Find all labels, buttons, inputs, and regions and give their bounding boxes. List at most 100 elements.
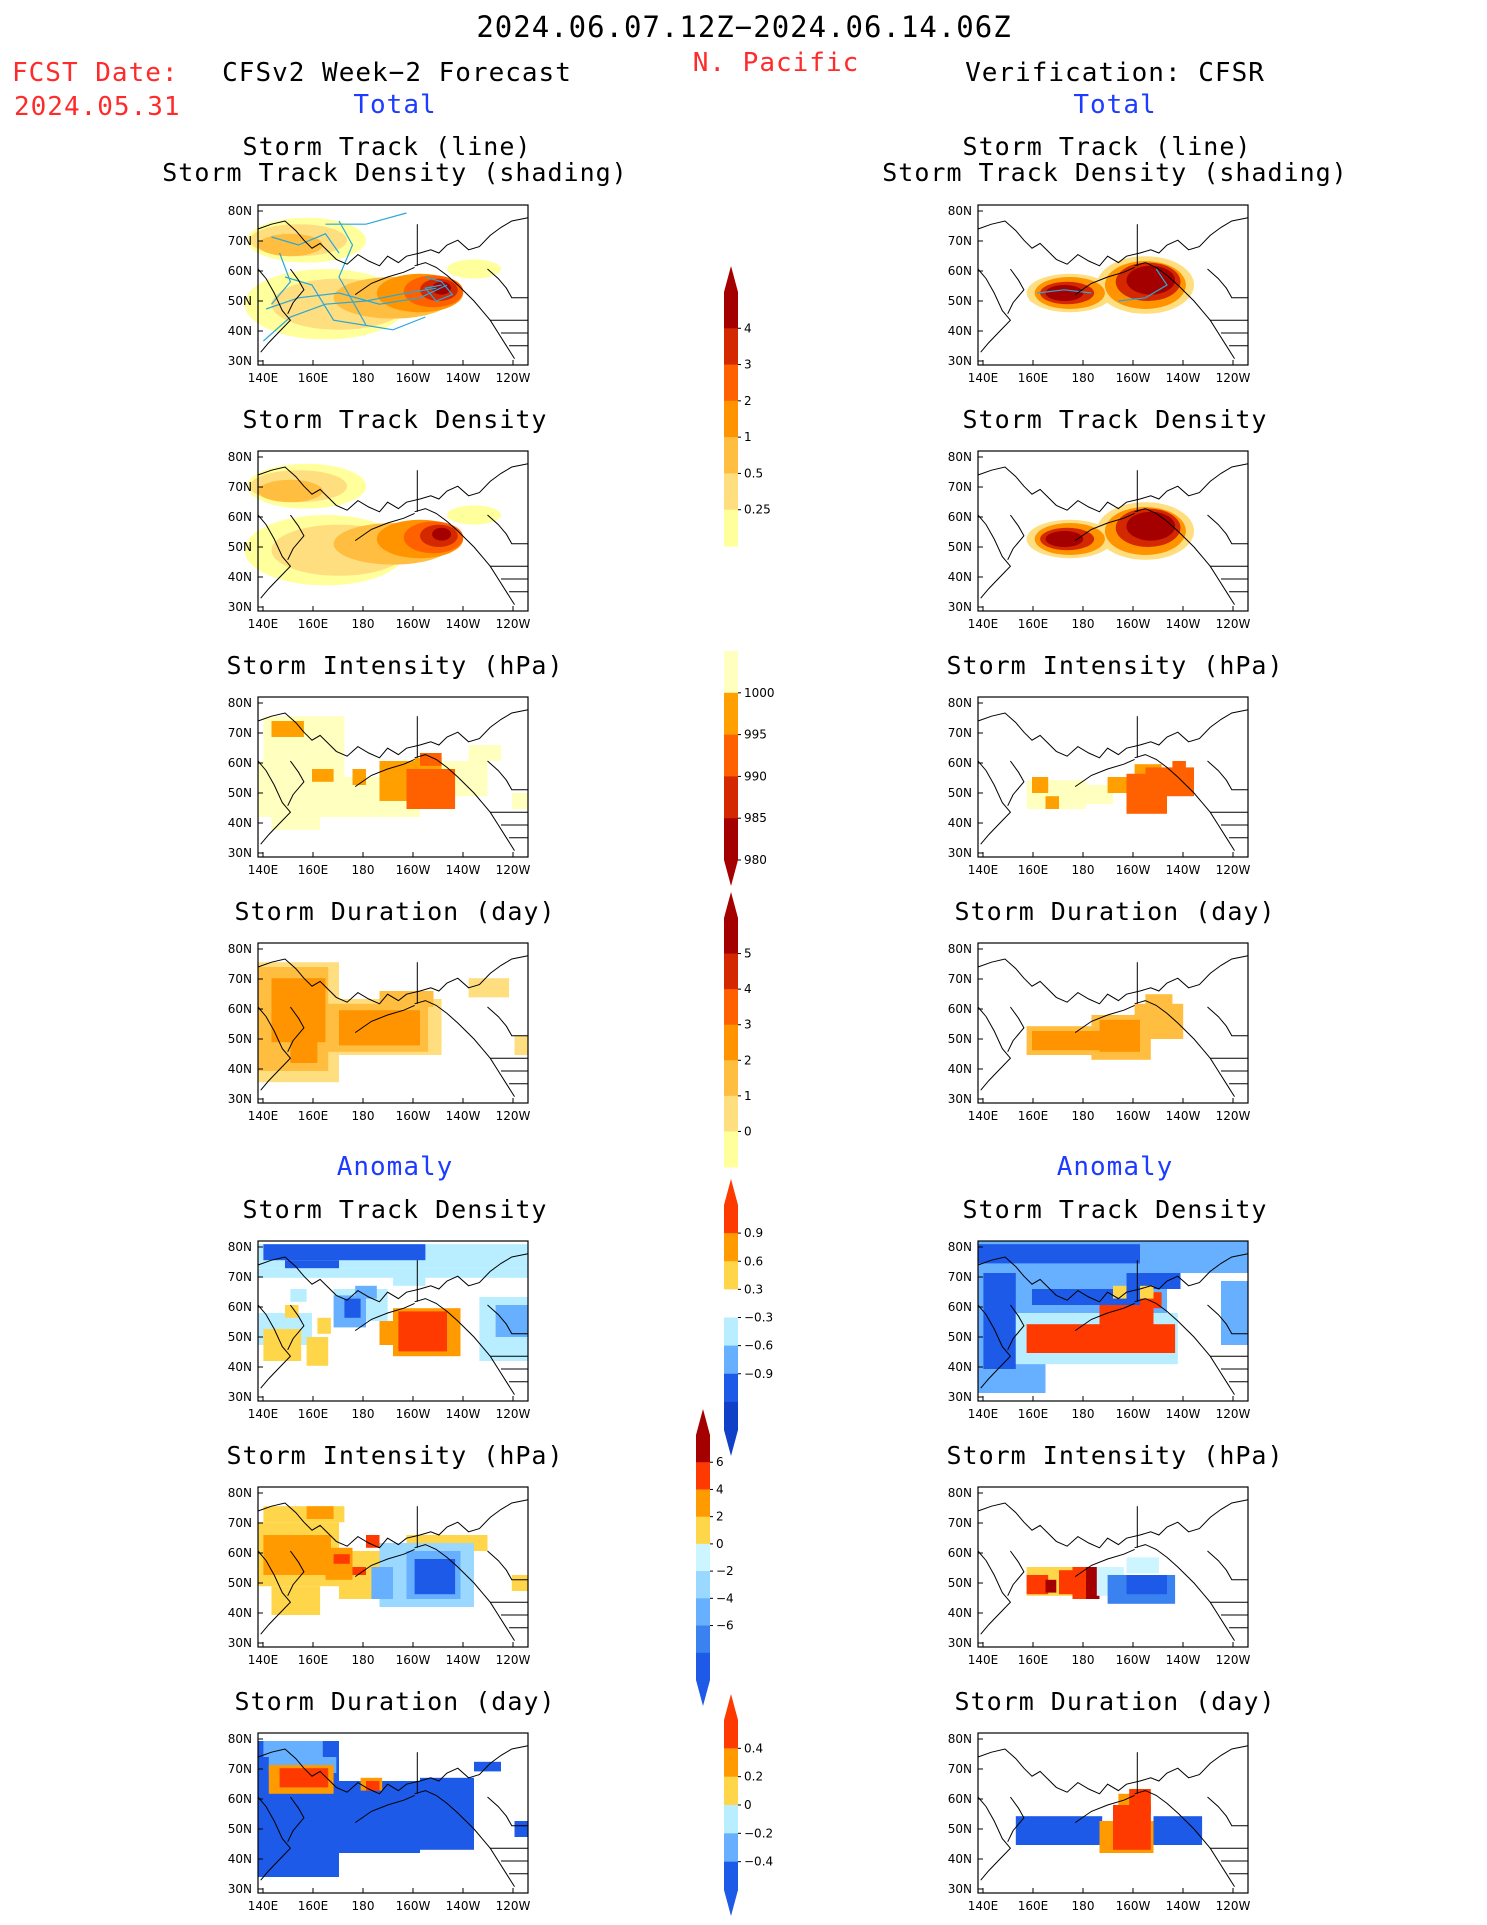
coastline [1074, 512, 1135, 542]
lat-tick-label: 80N [228, 942, 252, 956]
colorbar-segment [724, 818, 738, 861]
storm-track-line [271, 252, 292, 305]
lat-tick-label: 70N [948, 1516, 972, 1530]
lon-tick-label: 160W [1116, 1899, 1151, 1913]
colorbar-segment [696, 1516, 710, 1545]
coastline [1134, 754, 1235, 851]
colorbar-label: 0.9 [744, 1226, 763, 1240]
shade-cell [263, 1535, 331, 1575]
panel-title-density-left: Storm Track Density [242, 405, 548, 434]
panel-title-track-shading-left: Storm Track Density (shading) [162, 158, 628, 187]
shade-region [447, 259, 501, 279]
coastline [487, 760, 528, 791]
colorbar-segment [696, 1543, 710, 1572]
colorbar-segment [696, 1625, 710, 1654]
lon-tick-label: 180 [352, 1407, 375, 1421]
left-column-title: CFSv2 Week−2 Forecast [222, 58, 572, 88]
coastline [1134, 1000, 1235, 1097]
coastline [1207, 268, 1248, 299]
colorbar-segment [696, 1598, 710, 1627]
panel-title-duration-anom-left: Storm Duration (day) [234, 1687, 556, 1716]
coastline [977, 955, 1249, 1005]
colorbar-segment [724, 989, 738, 1026]
colorbar-segment [696, 1571, 710, 1599]
shade-cell [1026, 1575, 1049, 1595]
lat-tick-label: 60N [948, 1546, 972, 1560]
coastline [257, 1550, 292, 1635]
shade-cell [279, 1768, 329, 1788]
shade-cell [333, 1554, 350, 1564]
left-total-label: Total [353, 90, 437, 120]
lat-tick-label: 80N [948, 1732, 972, 1746]
lat-tick-label: 40N [228, 1062, 252, 1076]
lon-tick-label: 160E [298, 1653, 329, 1667]
lat-tick-label: 50N [228, 540, 252, 554]
panel-title-density-anom-left: Storm Track Density [242, 1195, 548, 1224]
coastline [257, 1499, 529, 1549]
colorbar-segment [724, 1317, 738, 1347]
colorbar-label: 0.3 [744, 1282, 763, 1296]
coastline [487, 1796, 528, 1827]
storm-track-line [424, 276, 454, 302]
map-frame [257, 696, 529, 858]
shade-cell [325, 1547, 353, 1580]
coastline [1207, 1796, 1248, 1827]
lon-tick-label: 180 [1072, 1109, 1095, 1123]
shade-cell [290, 1289, 307, 1302]
coastline [1134, 1790, 1235, 1887]
lat-tick-label: 80N [948, 696, 972, 710]
coastline [354, 1004, 415, 1034]
coastline [1207, 514, 1248, 545]
coastline [257, 268, 292, 353]
map-density-anomaly-verification: 80N 70N 60N 50N 40N 30N 140E 160E 180 160W 140W 120… [948, 1240, 1251, 1421]
lat-tick-label: 70N [948, 1762, 972, 1776]
lat-tick-label: 40N [948, 816, 972, 830]
colorbar-density-anomaly: 0.9 0.6 0.3 −0.3 −0.6 −0.9 [724, 1179, 773, 1456]
lon-tick-label: 160E [298, 1109, 329, 1123]
colorbar-segment [724, 1261, 738, 1290]
lon-tick-label: 140W [446, 1109, 481, 1123]
colorbar-label: 0.25 [744, 503, 771, 517]
coastline [257, 955, 529, 1005]
map-frame [257, 204, 529, 366]
shade-cell [355, 1285, 377, 1299]
colorbar-arrow-bottom [724, 1890, 738, 1916]
coastline [414, 1790, 515, 1887]
lat-tick-label: 80N [948, 450, 972, 464]
lon-tick-label: 140W [446, 1899, 481, 1913]
shade-cell [1015, 1816, 1103, 1845]
shade-cell [371, 1567, 393, 1599]
lat-tick-label: 30N [948, 600, 972, 614]
map-duration-anomaly-verification: 80N 70N 60N 50N 40N 30N 140E 160E 180 160W 140W 120… [948, 1732, 1251, 1913]
lat-tick-label: 30N [948, 1092, 972, 1106]
lon-tick-label: 160E [1018, 371, 1049, 385]
colorbar-segment [696, 1462, 710, 1490]
shade-cell [1126, 1273, 1181, 1289]
colorbar-segment [724, 1805, 738, 1834]
map-frame [977, 942, 1249, 1104]
shade-cell [511, 793, 528, 809]
coastline [414, 262, 515, 359]
shade-cell [414, 1559, 456, 1595]
lon-tick-label: 160W [396, 371, 431, 385]
colorbar-segment [724, 692, 738, 736]
lon-tick-label: 160W [396, 1653, 431, 1667]
coastline [414, 1298, 515, 1395]
map-duration-forecast: 80N 70N 60N 50N 40N 30N 140E 160E 180 160W 140W 120… [228, 942, 531, 1123]
lat-tick-label: 70N [228, 480, 252, 494]
colorbar-segment [724, 953, 738, 990]
map-frame [257, 450, 529, 612]
lon-tick-label: 140W [1166, 863, 1201, 877]
lon-tick-label: 160E [1018, 1109, 1049, 1123]
lon-tick-label: 140E [968, 1899, 999, 1913]
coastline [257, 514, 292, 599]
coastline [1007, 1550, 1025, 1597]
coastline [1207, 1006, 1248, 1037]
colorbar-label: 4 [744, 982, 752, 996]
map-intensity-anomaly-forecast: 80N 70N 60N 50N 40N 30N 140E 160E 180 160W 140W 120… [228, 1486, 531, 1667]
lat-tick-label: 60N [948, 756, 972, 770]
lon-tick-label: 140W [446, 371, 481, 385]
colorbar-segment [724, 1024, 738, 1061]
region-title: N. Pacific [692, 48, 860, 78]
right-total-label: Total [1073, 90, 1157, 120]
